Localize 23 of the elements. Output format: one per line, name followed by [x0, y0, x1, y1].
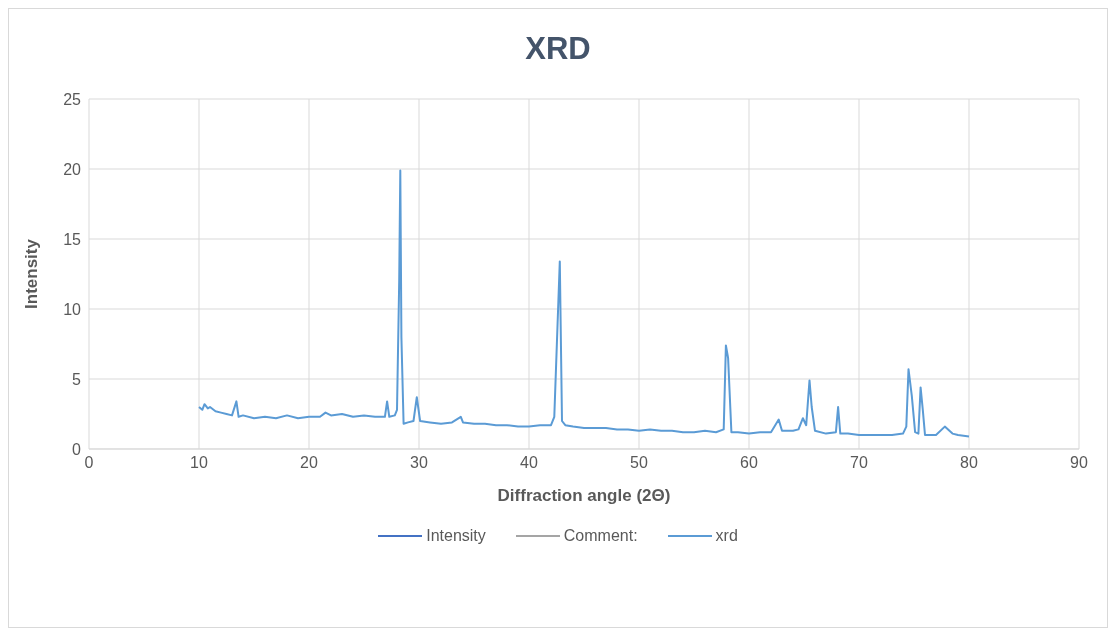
x-tick-label: 0: [84, 454, 94, 472]
y-axis-title: Intensity: [22, 238, 42, 309]
x-axis-title: Diffraction angle (2Θ): [497, 486, 671, 505]
x-tick-label: 10: [190, 454, 208, 472]
line-series: [198, 169, 970, 438]
x-tick-label: 30: [410, 454, 428, 472]
legend-label: Intensity: [426, 527, 486, 545]
y-tick-label: 10: [63, 300, 82, 318]
y-tick-label: 0: [72, 440, 82, 458]
y-tick-label: 20: [63, 160, 82, 178]
x-tick-label: 20: [300, 454, 318, 472]
x-tick-label: 70: [850, 454, 868, 472]
legend-label: xrd: [715, 527, 738, 545]
x-tick-label: 80: [960, 454, 978, 472]
y-tick-label: 25: [63, 90, 82, 108]
x-tick-label: 60: [740, 454, 758, 472]
legend-label: Comment:: [563, 527, 638, 545]
x-tick-label: 40: [520, 454, 538, 472]
y-tick-label: 5: [72, 370, 82, 388]
chart-title: XRD: [524, 30, 592, 68]
x-tick-label: 50: [630, 454, 648, 472]
x-tick-label: 90: [1070, 454, 1088, 472]
y-tick-label: 15: [63, 230, 82, 248]
